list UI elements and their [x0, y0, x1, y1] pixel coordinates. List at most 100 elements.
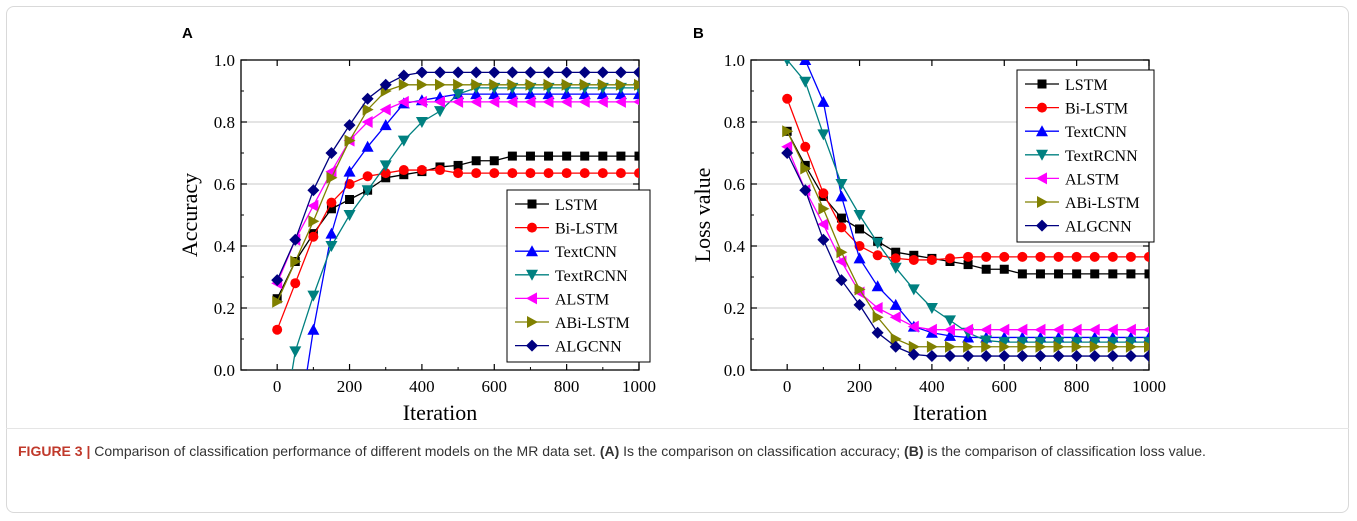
data-point-textrcnn — [379, 160, 392, 172]
legend-marker-lstm — [527, 199, 537, 209]
data-point-bi-lstm — [362, 171, 373, 182]
x-tick-label: 1000 — [1132, 377, 1166, 396]
data-point-algcnn — [452, 66, 465, 79]
data-point-abi-lstm — [1035, 340, 1047, 353]
legend-marker-alstm — [526, 292, 537, 305]
data-point-alstm — [1106, 323, 1118, 336]
data-point-alstm — [560, 95, 572, 108]
data-point-alstm — [452, 95, 464, 108]
data-point-abi-lstm — [290, 255, 302, 268]
data-point-algcnn — [925, 350, 938, 363]
data-point-bi-lstm — [836, 222, 847, 233]
data-point-textcnn — [871, 280, 884, 292]
data-point-textrcnn — [1124, 337, 1137, 349]
data-point-bi-lstm — [981, 251, 992, 262]
y-axis-title: Accuracy — [177, 173, 202, 257]
data-point-alstm — [1124, 323, 1136, 336]
data-point-algcnn — [853, 298, 866, 311]
data-point-lstm — [1017, 269, 1027, 279]
data-point-abi-lstm — [471, 78, 483, 91]
legend-label-textrcnn: TextRCNN — [1065, 148, 1138, 165]
data-point-algcnn — [1052, 350, 1065, 363]
data-point-algcnn — [415, 66, 428, 79]
data-point-bi-lstm — [1017, 251, 1028, 262]
data-point-abi-lstm — [926, 340, 938, 353]
data-point-lstm — [616, 151, 626, 161]
data-point-alstm — [488, 95, 500, 108]
data-point-bi-lstm — [471, 168, 482, 179]
series-abi-lstm — [272, 78, 639, 308]
data-point-alstm — [578, 95, 590, 108]
data-point-textrcnn — [799, 76, 812, 88]
data-point-lstm — [326, 204, 336, 214]
data-point-bi-lstm — [1053, 251, 1064, 262]
data-point-alstm — [889, 311, 901, 324]
data-point-textrcnn — [871, 237, 884, 249]
caption-ref-b: (B) — [904, 443, 924, 459]
data-point-lstm — [963, 260, 973, 270]
data-point-lstm — [471, 156, 481, 166]
data-point-abi-lstm — [435, 78, 446, 91]
data-point-algcnn — [578, 66, 591, 79]
legend-label-textcnn: TextCNN — [555, 244, 617, 261]
data-point-textcnn — [343, 165, 356, 177]
data-point-abi-lstm — [579, 78, 591, 91]
data-point-textrcnn — [415, 117, 428, 128]
data-point-algcnn — [596, 66, 609, 79]
plot-area — [781, 0, 1149, 363]
data-point-textcnn — [835, 190, 848, 202]
data-point-alstm — [415, 95, 427, 108]
legend-marker-textrcnn — [1036, 149, 1048, 161]
data-point-textrcnn — [1070, 337, 1083, 349]
data-point-textrcnn — [1034, 337, 1047, 349]
data-point-alstm — [506, 95, 518, 108]
y-tick-label: 1.0 — [724, 51, 745, 70]
caption-text-3: is the comparison of classification loss… — [923, 443, 1206, 459]
legend-marker-abi-lstm — [527, 316, 538, 328]
data-point-abi-lstm — [272, 295, 284, 308]
data-point-algcnn — [1088, 350, 1101, 363]
data-point-bi-lstm — [326, 197, 337, 208]
x-axis-title: Iteration — [913, 400, 988, 425]
data-point-alstm — [524, 95, 536, 108]
panel-letter: A — [182, 25, 193, 42]
legend-label-textrcnn: TextRCNN — [555, 268, 628, 285]
data-point-abi-lstm — [326, 171, 338, 184]
data-point-bi-lstm — [1089, 251, 1100, 262]
data-point-abi-lstm — [615, 78, 627, 91]
data-point-textcnn — [781, 0, 793, 3]
data-point-bi-lstm — [999, 251, 1010, 262]
figure-canvas: A 0.0 0.2 0.4 0.6 0.8 1.0 0 200 400 600 800 1000 Iter… — [177, 0, 1166, 425]
legend-label-alstm: ALSTM — [555, 291, 609, 308]
data-point-algcnn — [817, 233, 830, 246]
legend-marker-algcnn — [526, 339, 538, 352]
data-point-abi-lstm — [908, 340, 920, 353]
legend-label-algcnn: ALGCNN — [1065, 219, 1132, 236]
data-point-bi-lstm — [453, 168, 464, 179]
data-point-abi-lstm — [981, 340, 993, 353]
panel-a: A 0.0 0.2 0.4 0.6 0.8 1.0 0 200 400 600 800 1000 Iter… — [177, 25, 656, 425]
data-point-alstm — [633, 98, 639, 106]
x-tick-label: 0 — [273, 377, 282, 396]
data-point-abi-lstm — [836, 246, 848, 259]
data-point-abi-lstm — [1053, 340, 1065, 353]
data-point-abi-lstm — [597, 78, 609, 91]
data-point-textcnn — [853, 252, 866, 264]
data-point-alstm — [871, 302, 883, 314]
y-tick-label: 0.4 — [214, 237, 236, 256]
legend-marker-alstm — [1036, 172, 1047, 185]
data-point-bi-lstm — [1071, 251, 1082, 262]
data-point-bi-lstm — [543, 168, 554, 179]
series-algcnn — [781, 147, 1149, 363]
legend-label-bi-lstm: Bi-LSTM — [1065, 101, 1128, 118]
data-point-textcnn — [799, 60, 812, 65]
data-point-abi-lstm — [1107, 340, 1119, 353]
caption-text-1: Comparison of classification performance… — [90, 443, 600, 459]
data-point-bi-lstm — [507, 168, 518, 179]
data-point-textrcnn — [998, 337, 1011, 349]
data-point-textrcnn — [307, 290, 320, 302]
caption-text-2: Is the comparison on classification accu… — [619, 443, 905, 459]
data-point-alstm — [397, 95, 409, 108]
x-tick-label: 1000 — [622, 377, 656, 396]
data-point-lstm — [1108, 269, 1118, 279]
